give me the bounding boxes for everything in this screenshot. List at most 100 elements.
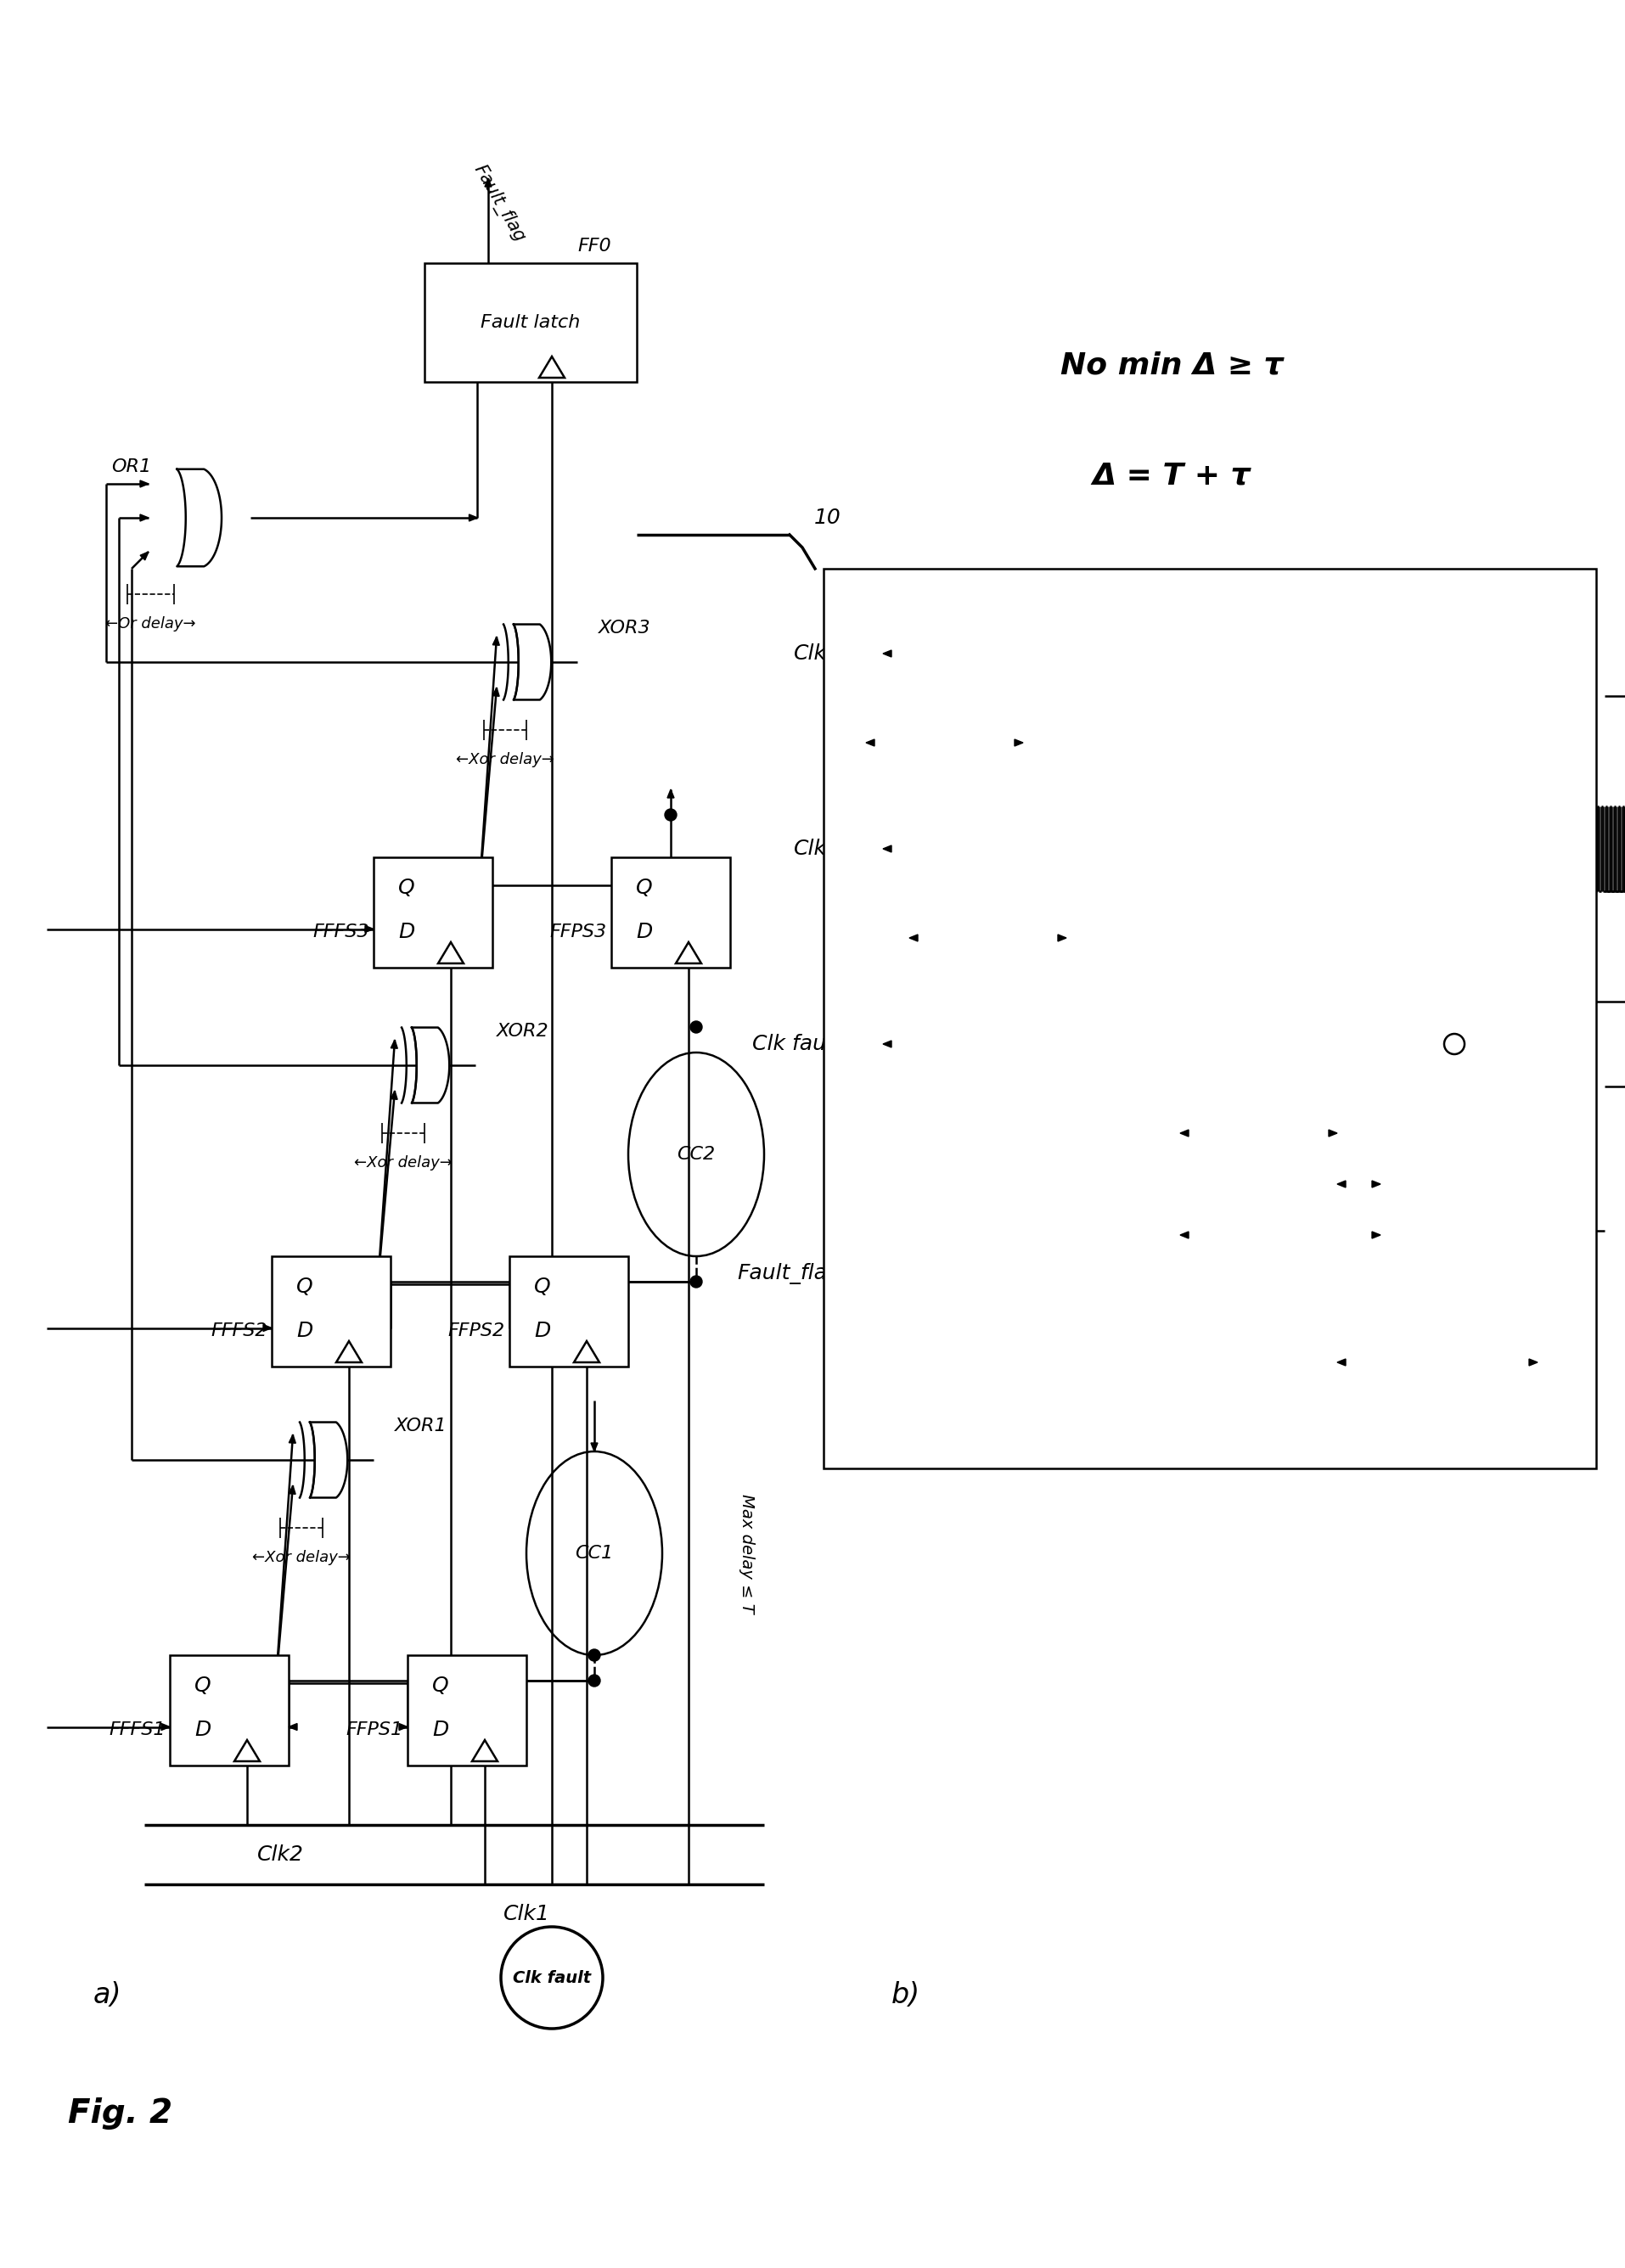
Text: ←Xor delay→: ←Xor delay→ [354, 1154, 452, 1170]
Text: XOR1: XOR1 [395, 1418, 447, 1433]
Polygon shape [1336, 1182, 1346, 1188]
Polygon shape [492, 687, 499, 696]
Text: Q: Q [398, 878, 414, 898]
Text: ←Xor delay→: ←Xor delay→ [455, 753, 554, 767]
Text: T+τ: T+τ [1258, 1259, 1302, 1279]
Text: XOR3: XOR3 [598, 619, 650, 637]
Polygon shape [390, 1039, 398, 1048]
Text: Max delay ≤ T: Max delay ≤ T [739, 1495, 754, 1613]
Text: D: D [398, 923, 414, 943]
Polygon shape [470, 515, 478, 522]
Polygon shape [1328, 1129, 1336, 1136]
Bar [424, 263, 637, 381]
Text: 10: 10 [814, 508, 840, 528]
Polygon shape [140, 481, 148, 488]
Text: ←Or delay→: ←Or delay→ [106, 617, 195, 631]
Text: Clk2: Clk2 [257, 1844, 304, 1864]
Text: Q: Q [535, 1277, 551, 1297]
Polygon shape [177, 469, 221, 567]
Text: FFFS2: FFFS2 [211, 1322, 266, 1340]
Text: OR1: OR1 [112, 458, 151, 476]
Text: XOR2: XOR2 [496, 1023, 549, 1039]
Polygon shape [866, 739, 874, 746]
Text: Clk1: Clk1 [793, 839, 840, 860]
Text: CC1: CC1 [575, 1545, 613, 1563]
Text: Fault latch: Fault latch [481, 313, 580, 331]
Text: Clk1: Clk1 [502, 1903, 549, 1923]
Polygon shape [140, 551, 148, 560]
Polygon shape [1372, 1232, 1380, 1238]
Text: FFPS1: FFPS1 [346, 1721, 403, 1740]
Circle shape [588, 1674, 600, 1687]
Polygon shape [484, 179, 491, 186]
Polygon shape [1014, 739, 1022, 746]
Circle shape [665, 810, 676, 821]
Bar [509, 1256, 627, 1368]
Text: T+τ: T+τ [965, 962, 1009, 982]
Text: Clk fault: Clk fault [512, 1969, 590, 1987]
Polygon shape [590, 1442, 598, 1452]
Polygon shape [1058, 934, 1066, 941]
Polygon shape [666, 789, 674, 798]
Text: D: D [432, 1719, 448, 1740]
Text: Δ = T + τ: Δ = T + τ [1092, 460, 1250, 490]
Polygon shape [514, 624, 551, 701]
Text: FFPS3: FFPS3 [549, 923, 606, 941]
Polygon shape [1528, 1359, 1537, 1365]
Text: FFFS3: FFFS3 [312, 923, 369, 941]
Text: Clk2: Clk2 [793, 644, 840, 665]
Polygon shape [1180, 1232, 1188, 1238]
Circle shape [588, 1649, 600, 1660]
Bar [169, 1656, 289, 1765]
Text: No min Δ ≥ τ: No min Δ ≥ τ [1060, 352, 1282, 379]
Circle shape [691, 1021, 702, 1032]
Text: Fault_flag: Fault_flag [736, 1263, 840, 1284]
Polygon shape [492, 637, 499, 646]
Text: Q: Q [195, 1676, 211, 1696]
Text: T: T [938, 767, 951, 787]
Text: D: D [297, 1320, 314, 1340]
Polygon shape [882, 846, 891, 853]
Bar [611, 857, 730, 968]
Text: D: D [195, 1719, 211, 1740]
Polygon shape [263, 1325, 271, 1331]
Text: FF0: FF0 [577, 238, 611, 254]
Text: FFPS2: FFPS2 [448, 1322, 505, 1340]
Circle shape [691, 1275, 702, 1288]
Bar [408, 1656, 526, 1765]
Text: τ: τ [1352, 1209, 1363, 1229]
Text: Fault_flag: Fault_flag [470, 161, 528, 245]
Polygon shape [1336, 1359, 1346, 1365]
Polygon shape [882, 651, 891, 658]
Text: D: D [635, 923, 652, 943]
Polygon shape [289, 1433, 296, 1442]
Text: b): b) [891, 1980, 920, 2009]
Text: a): a) [93, 1980, 122, 2009]
Polygon shape [1180, 1129, 1188, 1136]
Polygon shape [310, 1422, 348, 1497]
Polygon shape [161, 1724, 169, 1730]
Text: Clk fault: Clk fault [752, 1034, 840, 1055]
Bar [271, 1256, 390, 1368]
Polygon shape [908, 934, 916, 941]
Polygon shape [289, 1724, 297, 1730]
Polygon shape [366, 925, 374, 932]
Bar [374, 857, 492, 968]
Polygon shape [1372, 1182, 1380, 1188]
Polygon shape [140, 515, 148, 522]
Text: ←Xor delay→: ←Xor delay→ [252, 1549, 351, 1565]
Text: Q: Q [635, 878, 653, 898]
Text: D: D [535, 1320, 551, 1340]
Polygon shape [390, 1091, 396, 1100]
Text: Q: Q [296, 1277, 314, 1297]
Text: Q: Q [432, 1676, 448, 1696]
Text: T+τ: T+τ [1415, 1386, 1458, 1406]
Polygon shape [411, 1027, 448, 1102]
Text: Fig. 2: Fig. 2 [68, 2098, 172, 2130]
Text: T: T [1251, 1157, 1264, 1177]
Text: CC2: CC2 [676, 1145, 715, 1163]
Text: Max delay ≤ T: Max delay ≤ T [840, 1095, 856, 1213]
Circle shape [1443, 1034, 1464, 1055]
Bar [824, 569, 1596, 1467]
Text: FFFS1: FFFS1 [109, 1721, 166, 1740]
